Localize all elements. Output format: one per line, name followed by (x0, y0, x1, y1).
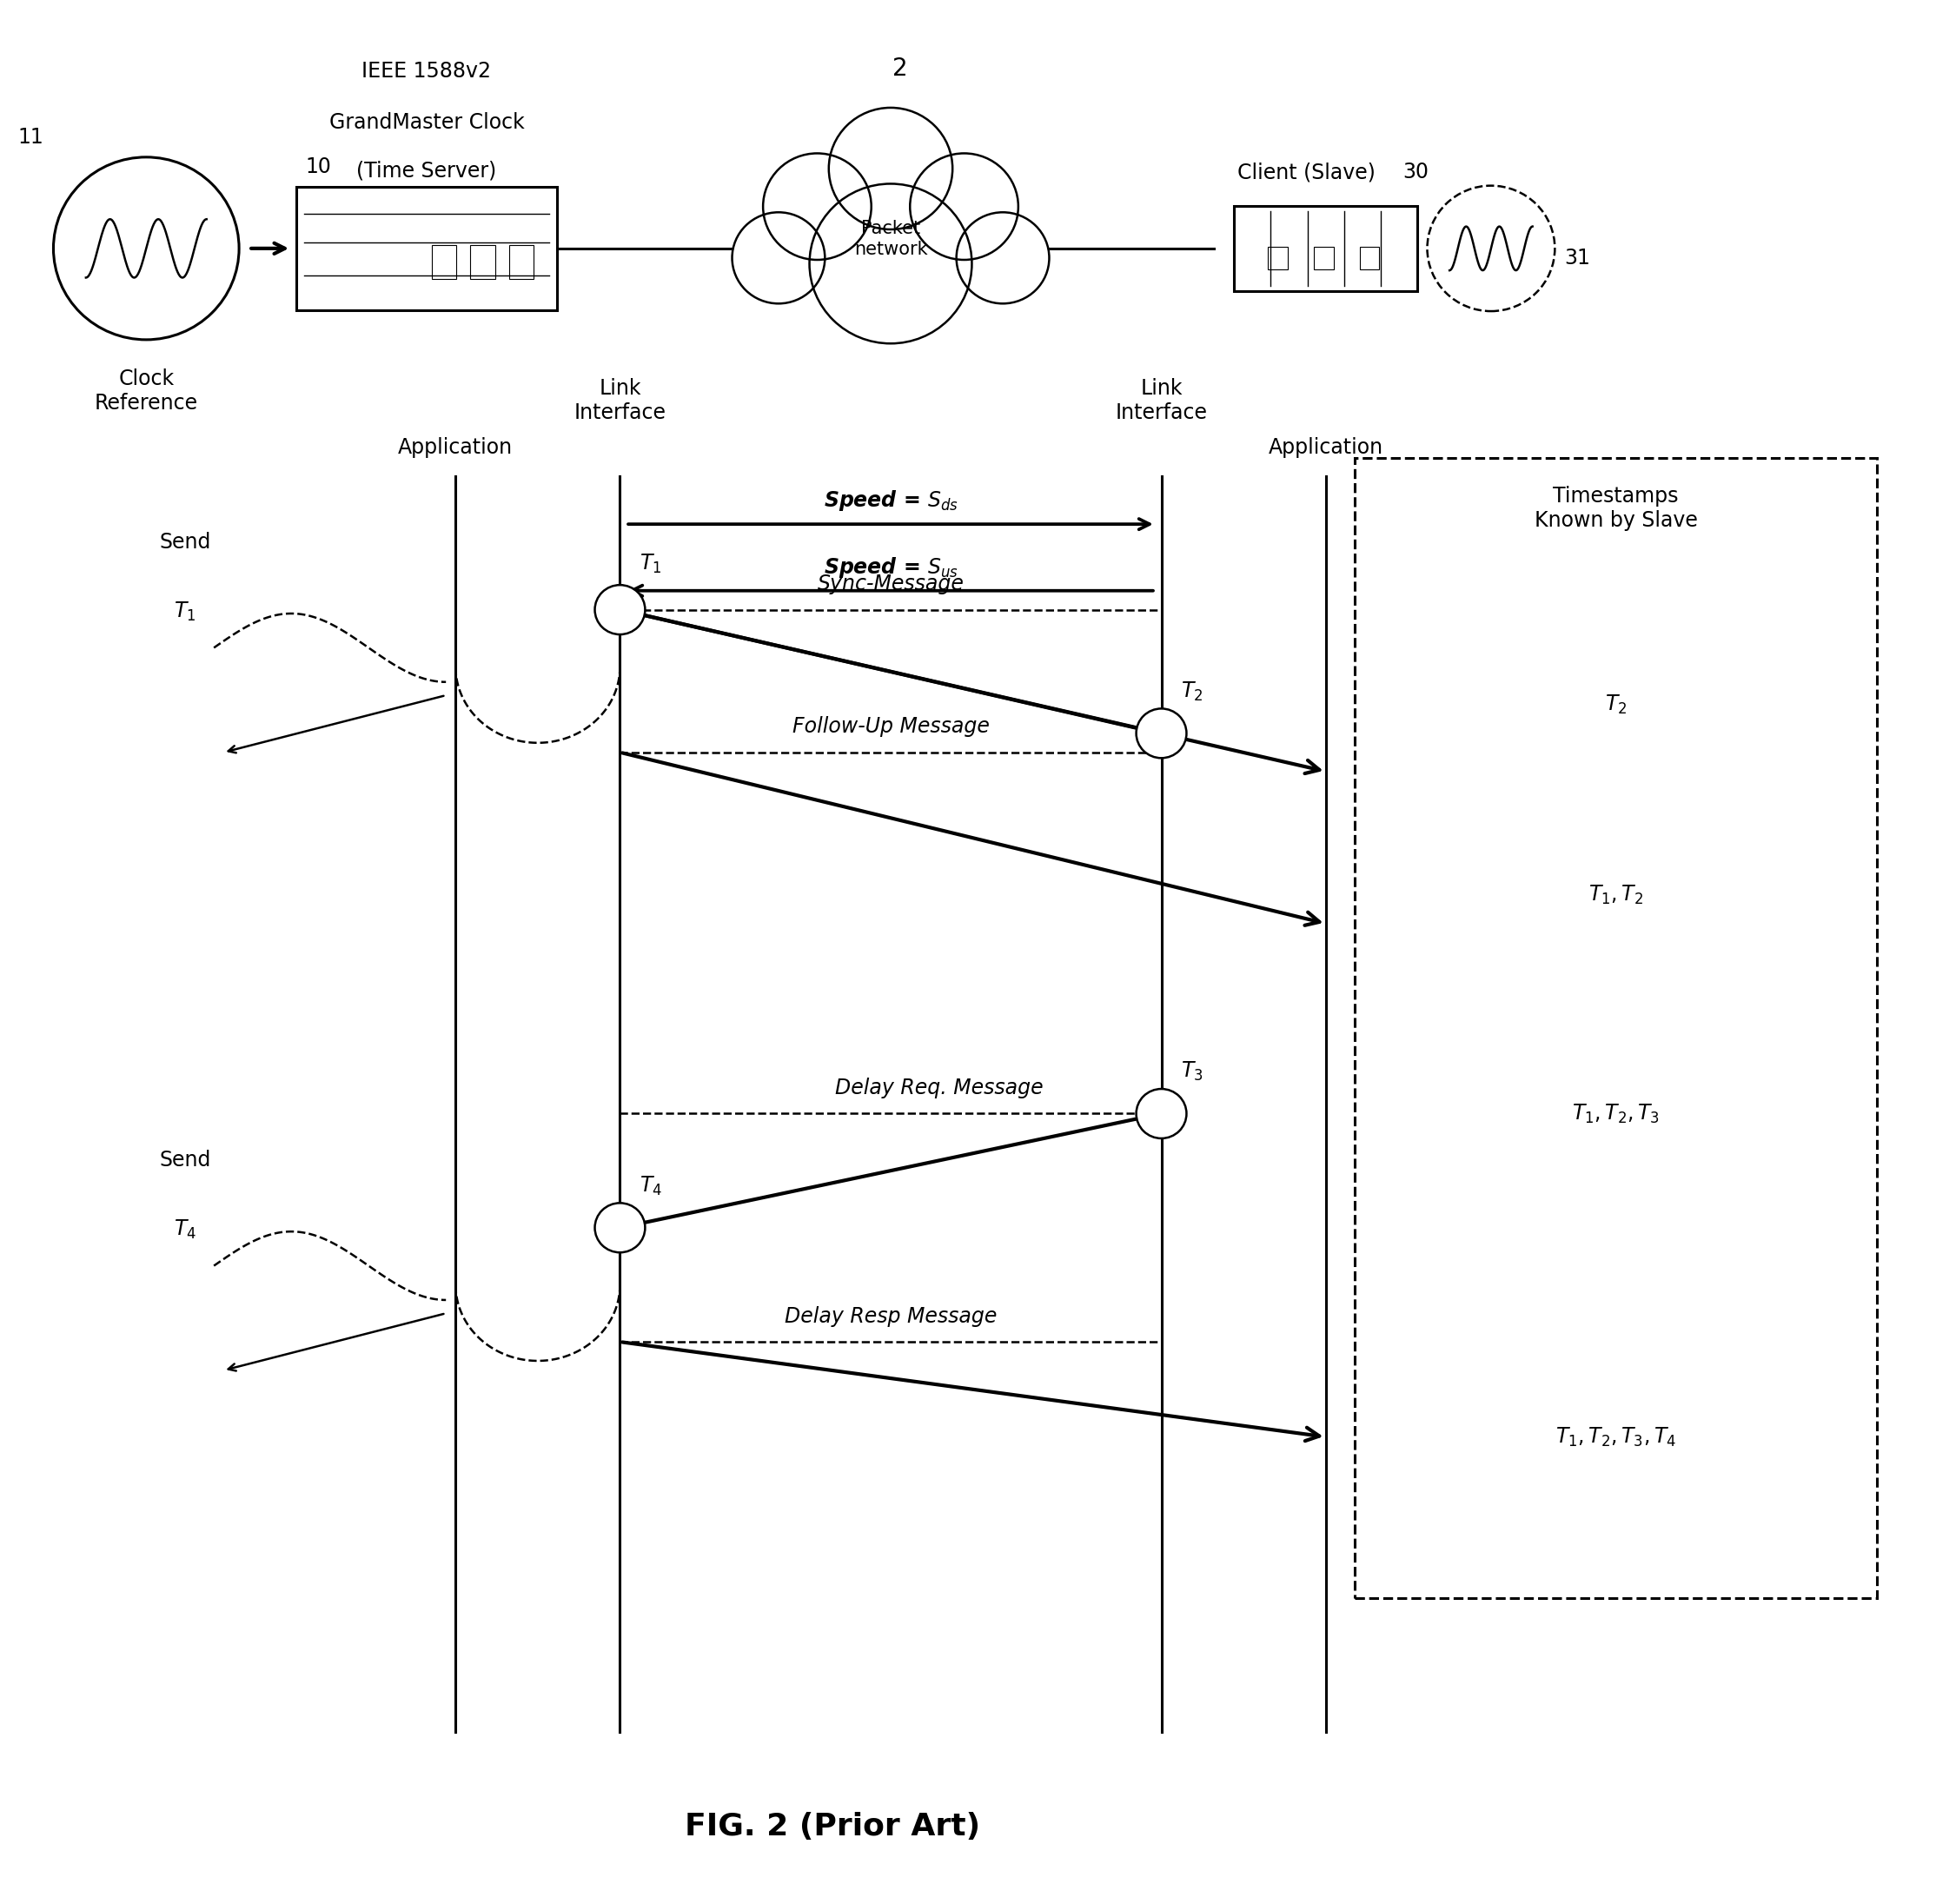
Text: $T_1, T_2$: $T_1, T_2$ (1588, 883, 1644, 906)
Text: Send: Send (159, 531, 211, 552)
Text: Application: Application (1268, 436, 1382, 457)
Text: Send: Send (159, 1150, 211, 1171)
Text: $T_2$: $T_2$ (1181, 680, 1202, 703)
Text: 11: 11 (17, 128, 45, 149)
Text: Application: Application (399, 436, 513, 457)
Text: $T_3$: $T_3$ (1181, 1061, 1202, 1083)
Text: FIG. 2 (Prior Art): FIG. 2 (Prior Art) (685, 1813, 980, 1841)
Bar (1233, 206, 1417, 291)
Circle shape (732, 211, 825, 303)
Bar (470, 246, 496, 280)
Circle shape (809, 185, 972, 343)
Text: Delay Resp Message: Delay Resp Message (784, 1306, 997, 1327)
Circle shape (910, 154, 1018, 259)
Bar (1359, 248, 1378, 270)
Text: $T_4$: $T_4$ (639, 1175, 662, 1198)
Circle shape (956, 211, 1049, 303)
Text: Client (Slave): Client (Slave) (1237, 162, 1375, 183)
Text: Sync-Message: Sync-Message (817, 573, 964, 594)
Text: 31: 31 (1564, 248, 1591, 268)
Text: Speed = $S_{us}$: Speed = $S_{us}$ (823, 554, 958, 579)
Bar (509, 246, 534, 280)
Text: GrandMaster Clock: GrandMaster Clock (329, 112, 525, 133)
Text: 2: 2 (892, 57, 908, 82)
Text: Packet
network: Packet network (854, 221, 927, 257)
Circle shape (829, 109, 953, 228)
Text: $T_4$: $T_4$ (174, 1219, 196, 1241)
Text: Speed = $S_{ds}$: Speed = $S_{ds}$ (823, 489, 958, 512)
Text: $T_1, T_2, T_3$: $T_1, T_2, T_3$ (1572, 1102, 1659, 1125)
Text: $T_1$: $T_1$ (174, 600, 196, 623)
Text: $T_2$: $T_2$ (1605, 693, 1626, 716)
Text: Timestamps
Known by Slave: Timestamps Known by Slave (1533, 486, 1698, 531)
Text: Link
Interface: Link Interface (1115, 379, 1208, 423)
Text: 10: 10 (306, 156, 331, 177)
Circle shape (763, 154, 871, 259)
Text: (Time Server): (Time Server) (356, 160, 498, 181)
Text: $T_1, T_2, T_3, T_4$: $T_1, T_2, T_3, T_4$ (1555, 1426, 1677, 1449)
Text: Delay Req. Message: Delay Req. Message (834, 1078, 1044, 1099)
Circle shape (594, 585, 645, 634)
Bar (1315, 248, 1334, 270)
Bar (432, 246, 457, 280)
Circle shape (1136, 1089, 1187, 1139)
Bar (1268, 248, 1287, 270)
Circle shape (1136, 708, 1187, 758)
Text: Follow-Up Message: Follow-Up Message (792, 716, 989, 737)
Circle shape (594, 1203, 645, 1253)
Bar (296, 187, 558, 310)
Text: Link
Interface: Link Interface (573, 379, 666, 423)
Text: IEEE 1588v2: IEEE 1588v2 (362, 61, 492, 82)
Text: $T_1$: $T_1$ (639, 552, 662, 575)
Text: Clock
Reference: Clock Reference (95, 367, 197, 413)
Bar (1355, 457, 1876, 1599)
Text: 30: 30 (1404, 162, 1429, 183)
